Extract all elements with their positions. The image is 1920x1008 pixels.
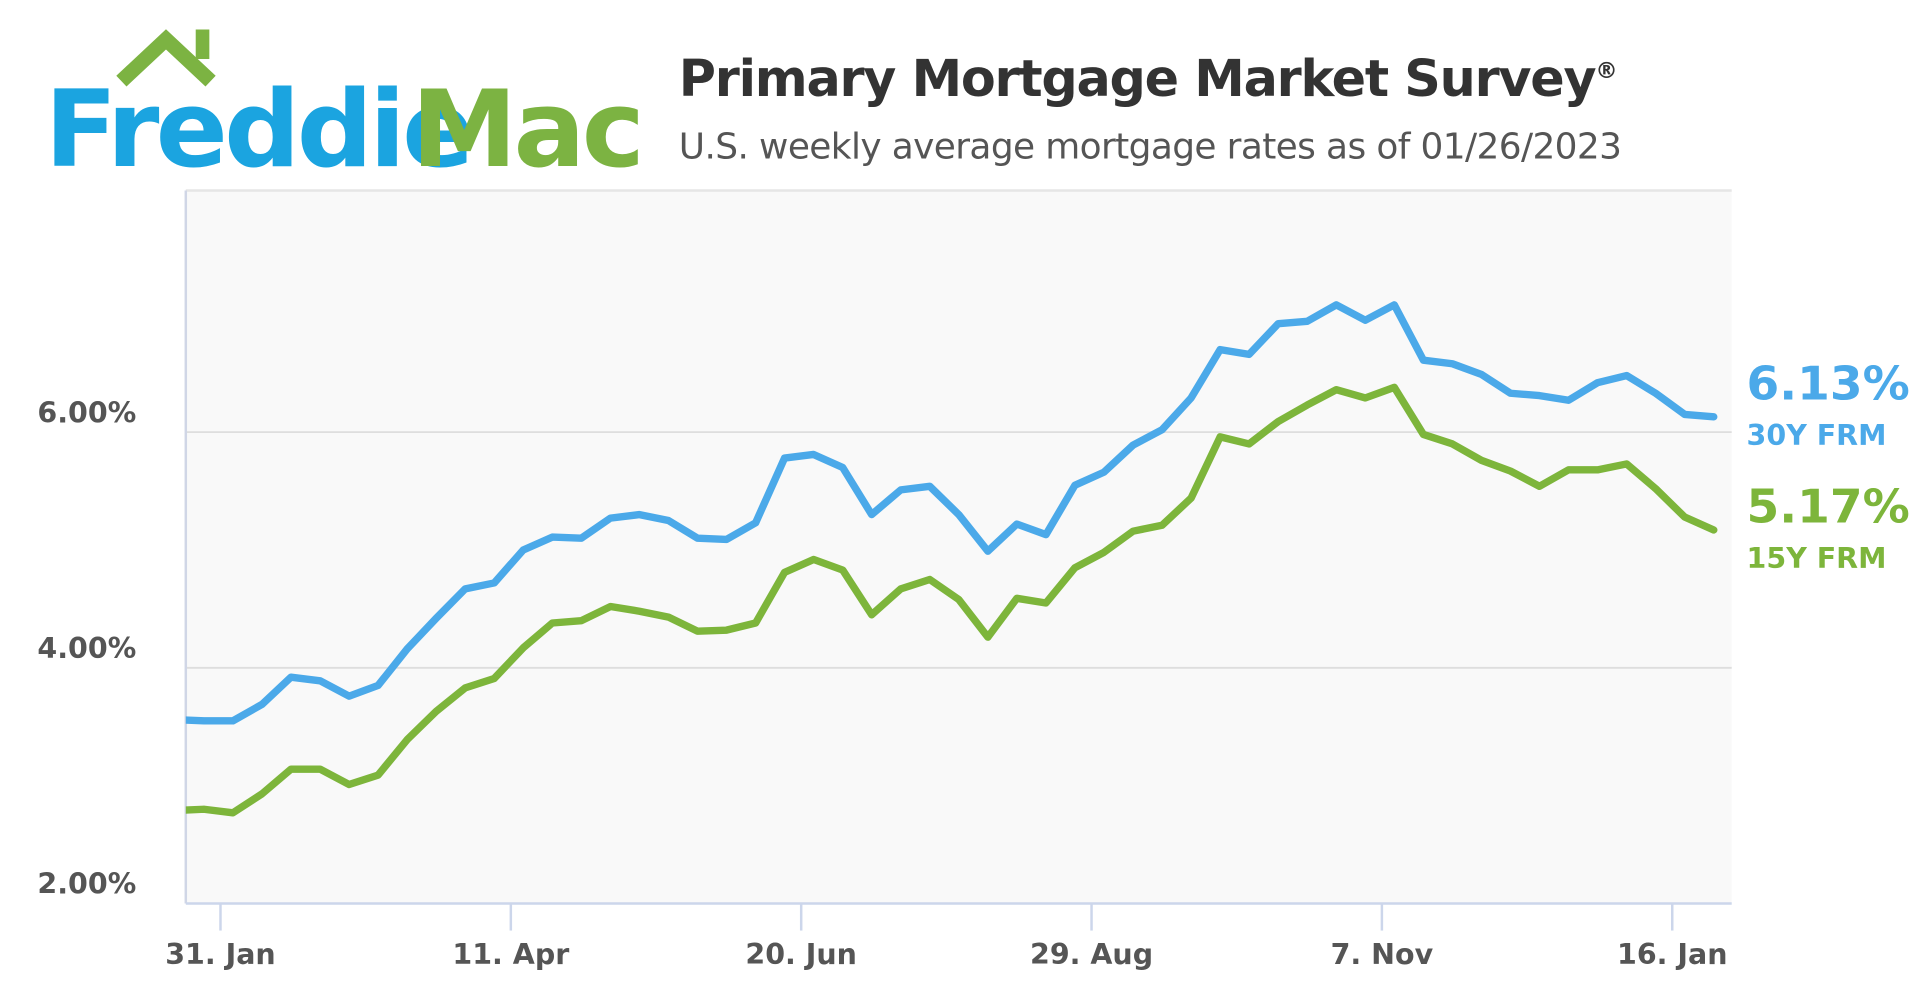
series-last-value: 6.13%	[1747, 357, 1910, 412]
series-line-30y-frm	[185, 301, 1718, 725]
x-tick-label: 16. Jan	[1617, 938, 1727, 971]
x-tick-label: 11. Apr	[452, 938, 569, 971]
series-line-15y-frm	[185, 383, 1718, 817]
logo-word-freddie: Freddie	[44, 68, 475, 192]
y-tick-label: 6.00%	[37, 396, 136, 429]
roof-icon	[116, 29, 216, 87]
title-text: Primary Mortgage Market Survey	[678, 49, 1597, 109]
series-last-value: 5.17%	[1747, 480, 1910, 535]
y-tick-label: 4.00%	[37, 632, 136, 665]
chart-subtitle: U.S. weekly average mortgage rates as of…	[678, 125, 1622, 168]
x-tick-label: 20. Jun	[745, 938, 857, 971]
registered-mark: ®	[1595, 58, 1617, 85]
x-tick-label: 31. Jan	[165, 938, 275, 971]
freddie-mac-logo: Freddie Mac	[45, 27, 645, 192]
plot-background	[185, 190, 1732, 904]
x-tick-label: 7. Nov	[1331, 938, 1434, 971]
series-name-label: 15Y FRM	[1747, 542, 1887, 575]
series-name-label: 30Y FRM	[1747, 419, 1887, 452]
x-tick-label: 29. Aug	[1030, 938, 1153, 971]
logo-word-mac: Mac	[411, 68, 645, 192]
chart-title: Primary Mortgage Market Survey®	[678, 49, 1618, 109]
y-tick-label: 2.00%	[37, 868, 136, 901]
